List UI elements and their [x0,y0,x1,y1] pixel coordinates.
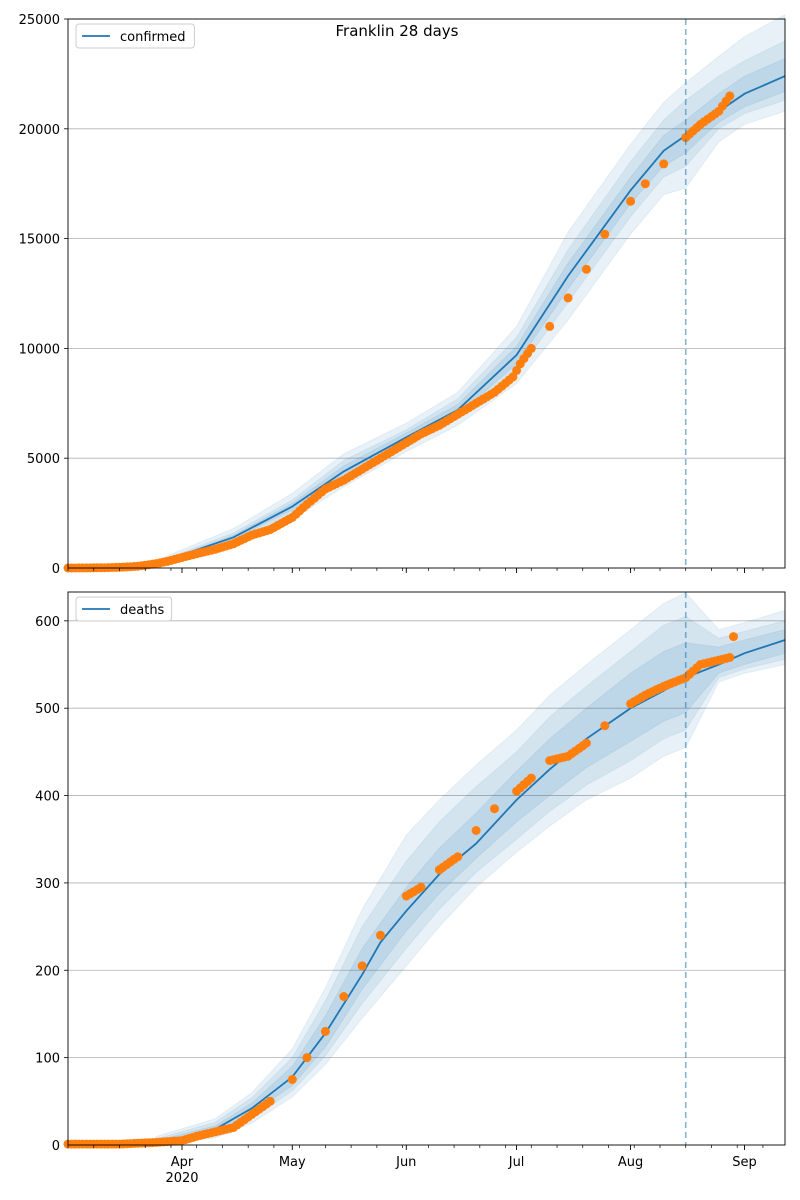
observed-point [526,343,536,353]
y-tick-label: 0 [52,562,60,577]
observed-point [563,293,573,303]
observed-point [471,826,481,835]
y-tick-label: 10000 [19,342,60,357]
legend: deaths [75,596,173,622]
y-tick-label: 0 [52,1139,60,1154]
observed-point [659,159,669,169]
y-tick-label: 100 [35,1052,60,1067]
axes-frame [67,591,786,1146]
observed-point [600,721,610,731]
observed-point [265,1096,275,1106]
observed-point [302,1053,312,1063]
observed-point [490,804,499,814]
confirmed-panel: 0 5000 10000 15000 20000 25000 confirmed [19,13,786,577]
legend-label: confirmed [120,30,186,45]
observed-point [545,321,555,331]
observed-point [581,264,591,274]
x-tick-label: Jun [395,1155,416,1170]
y-tick-label: 400 [35,790,60,805]
observed-point [526,773,536,783]
axes-frame [67,18,786,569]
x-year-label: 2020 [165,1171,198,1186]
y-tick-label: 25000 [19,13,60,28]
x-tick-label: Aug [618,1155,643,1170]
y-tick-label: 15000 [19,233,60,248]
observed-point [416,882,426,892]
observed-point [626,196,636,206]
y-tick-label: 5000 [27,452,60,467]
observed-point [600,229,610,239]
observed-point [320,1026,330,1036]
observed-point [376,930,385,940]
observed-point [640,179,650,189]
y-tick-label: 200 [35,964,60,979]
observed-point [729,632,738,642]
x-tick-label: Apr [171,1155,194,1170]
observed-point [581,738,591,748]
legend-box [75,23,195,49]
x-tick-label: Sep [732,1155,757,1170]
observed-point [357,961,367,971]
x-tick-label: May [279,1155,306,1170]
y-tick-label: 300 [35,877,60,892]
y-tick-label: 500 [35,702,60,717]
x-tick-label: Jul [508,1155,525,1170]
deaths-panel: 0 100 200 300 400 500 600 Apr May Jun Jul Aug Sep 202… [35,591,786,1186]
y-tick-label: 600 [35,615,60,630]
observed-point [453,852,463,862]
observed-point [725,91,735,101]
y-tick-label: 20000 [19,123,60,138]
legend-label: deaths [120,603,165,618]
legend-box [75,596,173,622]
legend: confirmed [75,23,195,49]
observed-point [725,653,735,662]
figure-title: Franklin 28 days [336,22,459,40]
observed-point [339,992,349,1001]
observed-point [287,1075,297,1084]
observed-point [512,365,522,375]
